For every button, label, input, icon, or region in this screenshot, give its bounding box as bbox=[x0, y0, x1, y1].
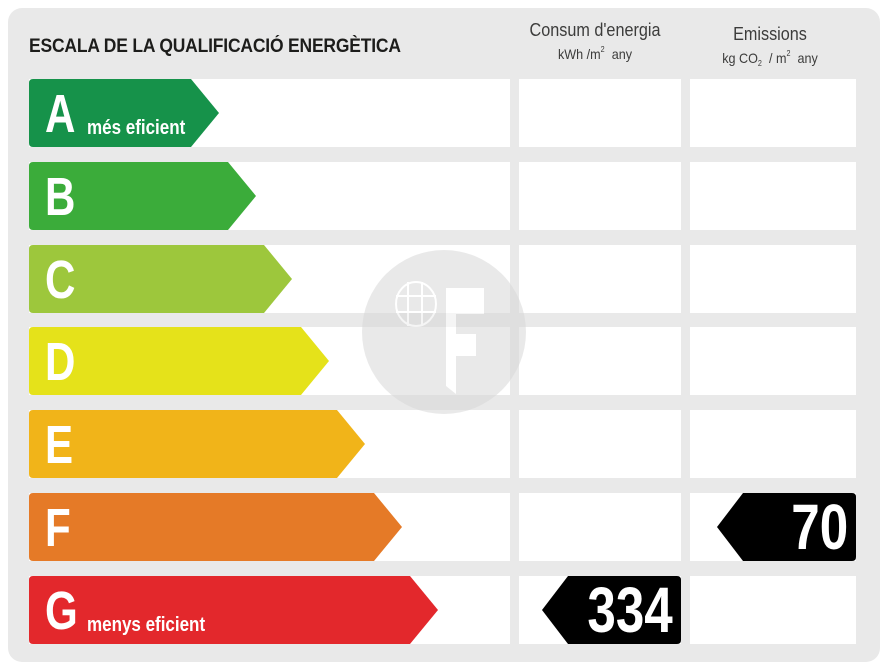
consum-header-label: Consum d'energia bbox=[529, 20, 661, 40]
scale-title: ESCALA DE LA QUALIFICACIÓ ENERGÈTICA bbox=[29, 36, 401, 57]
rating-arrow-c: C bbox=[29, 245, 292, 313]
rating-caption: més eficient bbox=[87, 117, 186, 139]
emissions-header: Emissions kg CO2 / m2 any bbox=[688, 24, 852, 68]
rating-letter: A bbox=[45, 84, 76, 144]
rating-letter: D bbox=[45, 332, 76, 392]
consum-cell-c bbox=[519, 245, 681, 313]
rating-letter: E bbox=[45, 415, 74, 475]
consum-header: Consum d'energia kWh /m2 any bbox=[510, 20, 680, 62]
rating-letter: G bbox=[45, 581, 78, 641]
consum-marker: 334 bbox=[542, 576, 681, 644]
emissions-unit: kg CO2 / m2 any bbox=[696, 49, 844, 68]
emissions-marker: 70 bbox=[717, 493, 856, 561]
emissions-unit-base: kg CO bbox=[722, 50, 758, 66]
watermark-logo-icon bbox=[362, 250, 526, 414]
consum-unit: kWh /m2 any bbox=[519, 45, 672, 62]
emissions-unit-time: any bbox=[797, 50, 818, 66]
consum-cell-b bbox=[519, 162, 681, 230]
emissions-cell-c bbox=[690, 245, 856, 313]
emissions-marker-value: 70 bbox=[791, 491, 848, 563]
consum-cell-d bbox=[519, 327, 681, 395]
consum-unit-exponent: 2 bbox=[600, 45, 605, 54]
consum-cell-e bbox=[519, 410, 681, 478]
rating-letter: F bbox=[45, 498, 71, 558]
emissions-header-label: Emissions bbox=[733, 24, 807, 44]
rating-caption: menys eficient bbox=[87, 614, 206, 636]
emissions-unit-exponent: 2 bbox=[786, 49, 791, 58]
consum-unit-time: any bbox=[611, 46, 633, 62]
rating-arrow-d: D bbox=[29, 327, 329, 395]
rating-arrow-f: F bbox=[29, 493, 402, 561]
rating-arrow-b: B bbox=[29, 162, 256, 230]
rating-letter: C bbox=[45, 250, 76, 310]
consum-marker-value: 334 bbox=[587, 574, 673, 646]
emissions-cell-b bbox=[690, 162, 856, 230]
emissions-unit-subscript: 2 bbox=[757, 59, 762, 68]
emissions-cell-g bbox=[690, 576, 856, 644]
rating-arrow-e: E bbox=[29, 410, 365, 478]
consum-cell-a bbox=[519, 79, 681, 147]
emissions-cell-d bbox=[690, 327, 856, 395]
consum-cell-f bbox=[519, 493, 681, 561]
emissions-cell-a bbox=[690, 79, 856, 147]
emissions-cell-e bbox=[690, 410, 856, 478]
rating-letter: B bbox=[45, 167, 76, 227]
consum-unit-base: kWh /m bbox=[557, 46, 601, 62]
emissions-unit-area: / m bbox=[768, 50, 787, 66]
